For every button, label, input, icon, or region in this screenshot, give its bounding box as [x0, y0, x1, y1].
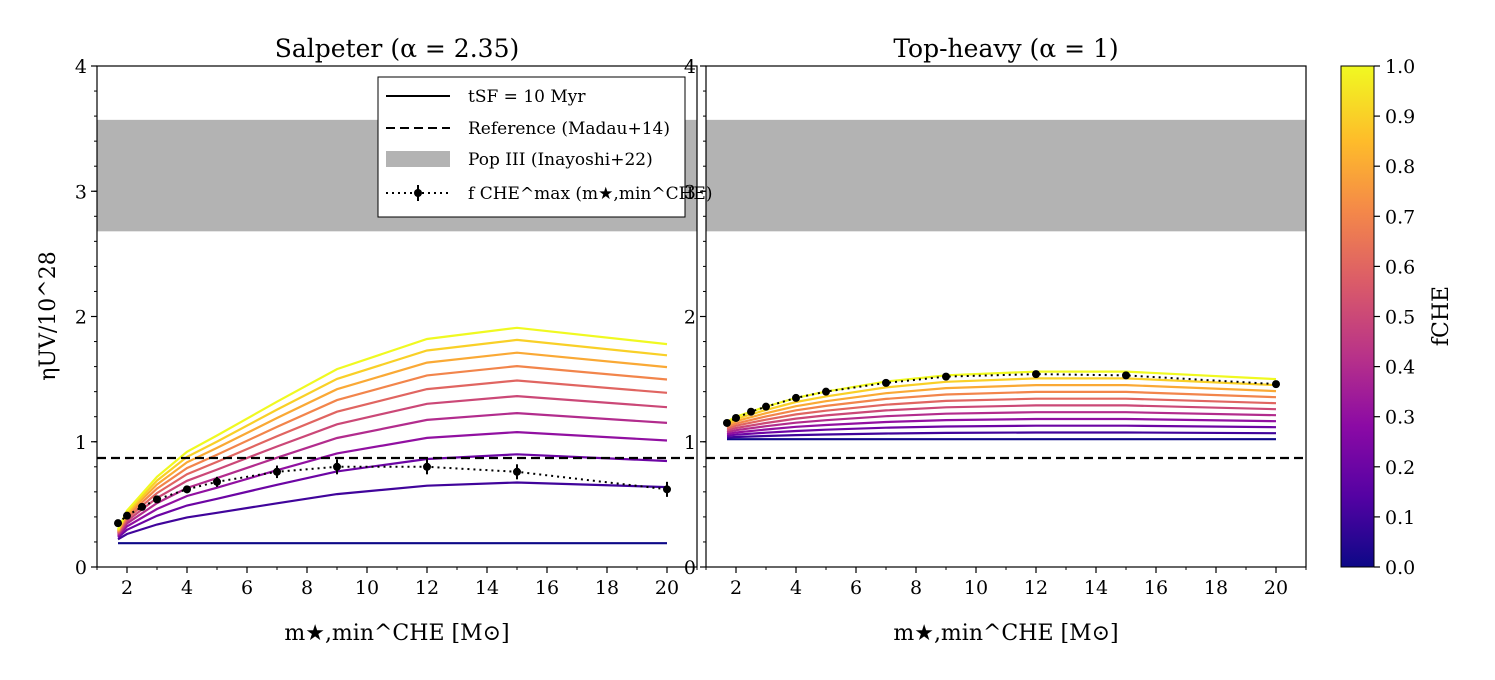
x-tick-label: 18 — [1204, 577, 1228, 599]
fmax-point — [1032, 370, 1040, 379]
fmax-point — [663, 485, 671, 494]
x-tick-label: 8 — [910, 577, 922, 599]
panel-title-salpeter: Salpeter (α = 2.35) — [275, 34, 519, 63]
legend-marker — [414, 189, 422, 197]
model-curve-fche-0.4 — [117, 411, 668, 536]
model-curve-fche-0.3 — [726, 417, 1277, 436]
colorbar-tick-label: 0.3 — [1385, 407, 1415, 429]
fmax-point — [333, 462, 341, 471]
y-tick-label: 0 — [75, 557, 87, 579]
y-tick-label: 3 — [75, 181, 87, 203]
fmax-point — [762, 402, 770, 411]
x-tick-label: 2 — [730, 577, 742, 599]
fmax-point — [723, 418, 731, 427]
legend-item-tsf: tSF = 10 Myr — [468, 87, 586, 107]
x-tick-label: 8 — [301, 577, 313, 599]
fmax-point — [183, 485, 191, 494]
y-tick-label: 1 — [75, 432, 87, 454]
y-tick-label: 3 — [684, 181, 696, 203]
panel-title-top-heavy: Top-heavy (α = 1) — [893, 34, 1118, 63]
fmax-point — [138, 502, 146, 511]
legend-item-pop3: Pop III (Inayoshi+22) — [468, 150, 653, 170]
colorbar: 0.0 0.1 0.2 0.3 0.4 0.5 0.6 0.7 0.8 0.9 1.0 fCHE — [1340, 56, 1454, 579]
colorbar-ticks: 0.0 0.1 0.2 0.3 0.4 0.5 0.6 0.7 0.8 0.9 1.0 — [1374, 56, 1415, 579]
x-tick-label: 12 — [415, 577, 439, 599]
x-tick-label: 6 — [850, 577, 862, 599]
fmax-point — [732, 413, 740, 422]
fmax-point — [213, 477, 221, 486]
model-curve-fche-0.2 — [117, 453, 668, 539]
x-tick-label: 12 — [1024, 577, 1048, 599]
colorbar-gradient — [1340, 65, 1375, 568]
fmax-point — [822, 387, 830, 396]
y-tick-label: 4 — [684, 56, 696, 78]
y-tick-label: 0 — [684, 557, 696, 579]
legend-item-fmax: f CHE^max (m★,min^CHE) — [468, 184, 712, 204]
model-curve-fche-0.9 — [117, 338, 668, 531]
fmax-point — [114, 519, 122, 528]
pop3-band — [706, 119, 1306, 232]
model-curve-fche-0.6 — [726, 397, 1277, 430]
x-tick-label: 6 — [241, 577, 253, 599]
model-curve-fche-0.8 — [117, 351, 668, 532]
fmax-point — [513, 467, 521, 476]
y-tick-label: 2 — [75, 307, 87, 329]
fmax-point — [423, 462, 431, 471]
model-curve-fche-0.7 — [117, 364, 668, 533]
x-axis-label-salpeter: m★,min^CHE [M⊙] — [284, 621, 509, 646]
x-tick-label: 2 — [121, 577, 133, 599]
x-tick-label: 10 — [355, 577, 379, 599]
fmax-point — [747, 407, 755, 416]
fmax-point — [123, 511, 131, 520]
fmax-point — [882, 378, 890, 387]
colorbar-tick-label: 0.1 — [1385, 507, 1415, 529]
x-tick-label: 16 — [1144, 577, 1168, 599]
x-tick-label: 16 — [535, 577, 559, 599]
legend-item-reference: Reference (Madau+14) — [468, 119, 670, 139]
model-curve-fche-1.0 — [117, 326, 668, 530]
y-axis-label: ηUV/10^28 — [36, 251, 61, 380]
colorbar-tick-label: 1.0 — [1385, 56, 1415, 78]
legend-grey-patch — [386, 151, 450, 167]
model-curve-fche-0.2 — [726, 424, 1277, 437]
model-curve-fche-0.1 — [726, 431, 1277, 439]
fmax-point — [942, 372, 950, 381]
model-curve-fche-0.1 — [117, 481, 668, 541]
model-curve-fche-0.4 — [726, 411, 1277, 434]
x-tick-label: 4 — [181, 577, 193, 599]
fmax-point — [153, 495, 161, 504]
x-axis-label-top-heavy: m★,min^CHE [M⊙] — [893, 621, 1118, 646]
legend: tSF = 10 Myr Reference (Madau+14) Pop II… — [377, 76, 712, 218]
colorbar-tick-label: 0.2 — [1385, 457, 1415, 479]
model-curve-fche-0.3 — [117, 430, 668, 537]
x-tick-label: 20 — [1264, 577, 1288, 599]
y-tick-label: 4 — [75, 56, 87, 78]
model-curve-fche-0.5 — [726, 404, 1277, 432]
model-curve-fche-0.8 — [726, 384, 1277, 427]
colorbar-tick-label: 0.4 — [1385, 357, 1415, 379]
x-tick-label: 14 — [475, 577, 499, 599]
x-tick-label: 4 — [790, 577, 802, 599]
colorbar-tick-label: 0.0 — [1385, 557, 1415, 579]
x-tick-label: 14 — [1084, 577, 1108, 599]
fmax-point — [1122, 371, 1130, 380]
x-tick-label: 10 — [964, 577, 988, 599]
x-tick-label: 20 — [655, 577, 679, 599]
top-heavy-panel: Top-heavy (α = 1) 2 4 6 8 10 12 14 16 18 2001234 … — [684, 34, 1307, 646]
fmax-point — [792, 393, 800, 402]
colorbar-tick-label: 0.8 — [1385, 156, 1415, 178]
y-tick-label: 1 — [684, 432, 696, 454]
model-curve-fche-0.7 — [726, 390, 1277, 429]
fmax-point — [273, 467, 281, 476]
colorbar-tick-label: 0.5 — [1385, 307, 1415, 329]
colorbar-label: fCHE — [1429, 286, 1454, 346]
x-tick-label: 18 — [595, 577, 619, 599]
y-tick-label: 2 — [684, 307, 696, 329]
colorbar-tick-label: 0.6 — [1385, 256, 1415, 278]
colorbar-tick-label: 0.9 — [1385, 106, 1415, 128]
colorbar-tick-label: 0.7 — [1385, 206, 1415, 228]
fmax-point — [1272, 380, 1280, 389]
